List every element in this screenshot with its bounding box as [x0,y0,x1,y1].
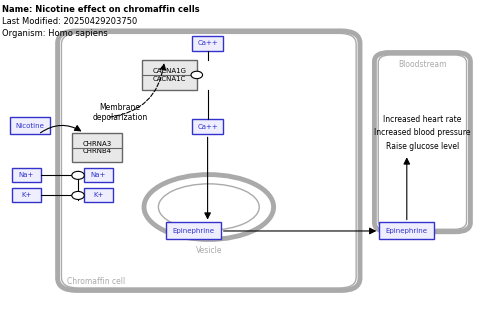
FancyBboxPatch shape [72,133,122,162]
Circle shape [72,171,84,179]
Text: Ca++: Ca++ [197,124,218,130]
Text: Chromaffin cell: Chromaffin cell [67,277,125,286]
Text: Last Modified: 20250429203750: Last Modified: 20250429203750 [2,17,138,26]
Text: Increased heart rate
Increased blood pressure
Raise glucose level: Increased heart rate Increased blood pre… [374,115,471,150]
FancyBboxPatch shape [84,168,113,182]
Text: Bloodstream: Bloodstream [398,60,447,69]
Text: Ca++: Ca++ [197,40,218,46]
FancyBboxPatch shape [379,222,434,239]
FancyBboxPatch shape [166,222,221,239]
FancyBboxPatch shape [192,36,223,51]
Text: CHRNA3
CHRNB4: CHRNA3 CHRNB4 [83,141,112,154]
FancyBboxPatch shape [12,188,41,202]
FancyBboxPatch shape [192,119,223,134]
Circle shape [191,71,203,78]
Text: Na+: Na+ [91,172,106,178]
Circle shape [72,191,84,200]
Text: Nicotine: Nicotine [15,123,45,129]
FancyBboxPatch shape [84,188,113,202]
Text: Vesicle: Vesicle [195,246,222,255]
FancyBboxPatch shape [12,168,41,182]
Text: Epinephrine: Epinephrine [172,228,214,234]
Text: K+: K+ [93,193,104,198]
FancyBboxPatch shape [142,60,197,90]
Text: Organism: Homo sapiens: Organism: Homo sapiens [2,29,108,38]
Text: Name: Nicotine effect on chromaffin cells: Name: Nicotine effect on chromaffin cell… [2,5,200,14]
Text: CACNA1G
CACNA1C: CACNA1G CACNA1C [152,68,186,82]
Text: Epinephrine: Epinephrine [386,228,428,234]
Text: K+: K+ [21,193,32,198]
Text: Na+: Na+ [19,172,34,178]
Text: Membrane
depolarization: Membrane depolarization [92,103,148,122]
FancyBboxPatch shape [10,117,50,134]
